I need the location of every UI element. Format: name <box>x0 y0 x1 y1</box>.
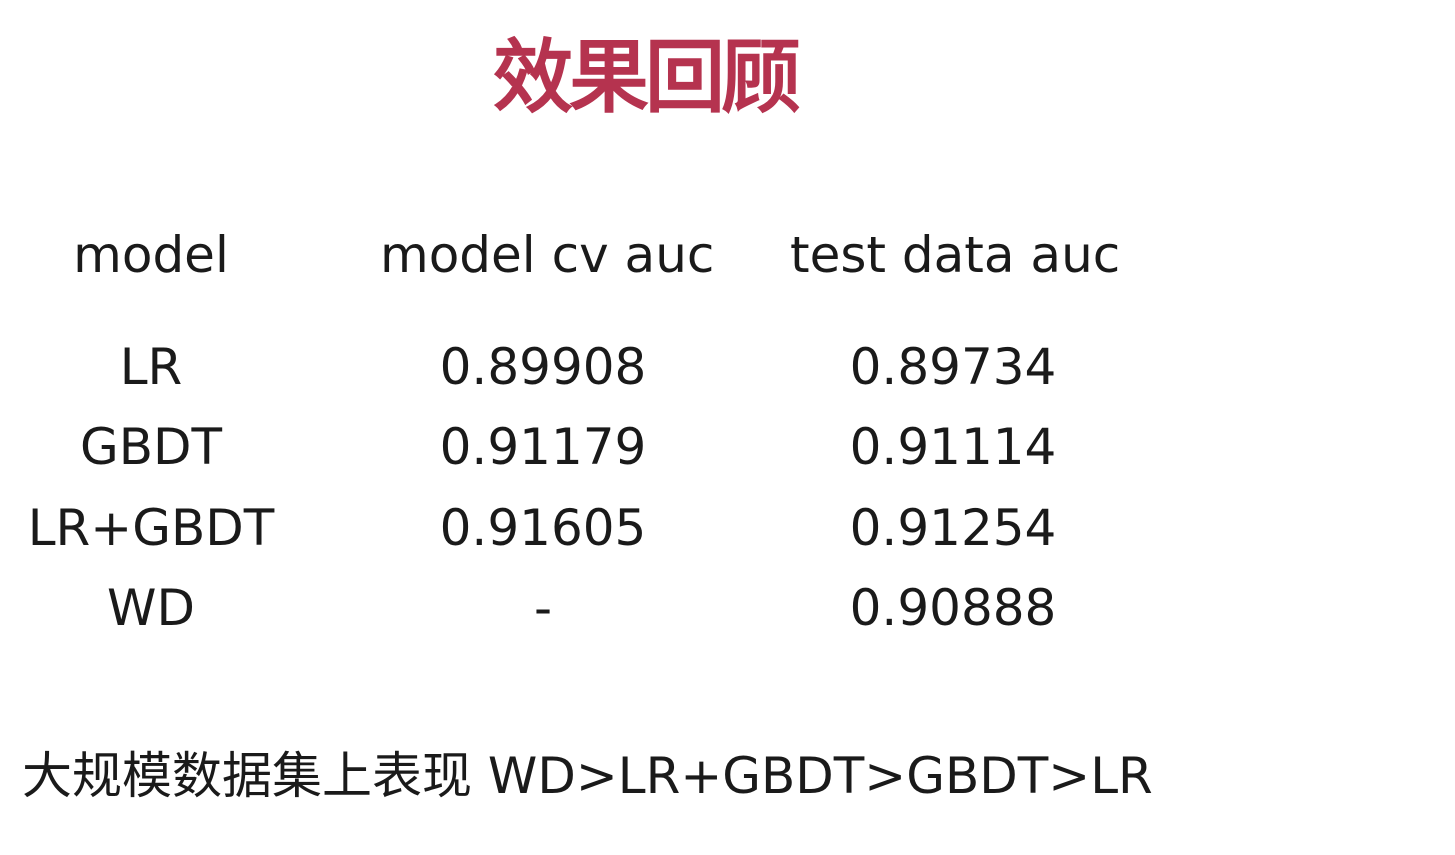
cv-auc-cell: 0.91179 <box>439 418 647 476</box>
slide-title: 效果回顾 <box>493 31 801 124</box>
header-test-data-auc: test data auc <box>790 226 1121 284</box>
test-auc-cell: 0.90888 <box>849 579 1057 637</box>
header-model: model <box>73 226 229 284</box>
cv-auc-cell: - <box>533 579 553 637</box>
header-model-cv-auc: model cv auc <box>380 226 715 284</box>
test-auc-cell: 0.91114 <box>849 418 1057 476</box>
test-auc-cell: 0.89734 <box>849 338 1057 396</box>
cv-auc-cell: 0.91605 <box>439 499 647 557</box>
test-auc-cell: 0.91254 <box>849 499 1057 557</box>
model-name-cell: LR <box>119 338 183 396</box>
summary-text: 大规模数据集上表现 WD>LR+GBDT>GBDT>LR <box>22 747 1153 805</box>
cv-auc-cell: 0.89908 <box>439 338 647 396</box>
model-name-cell: WD <box>107 579 195 637</box>
model-name-cell: LR+GBDT <box>27 499 275 557</box>
model-name-cell: GBDT <box>79 418 223 476</box>
